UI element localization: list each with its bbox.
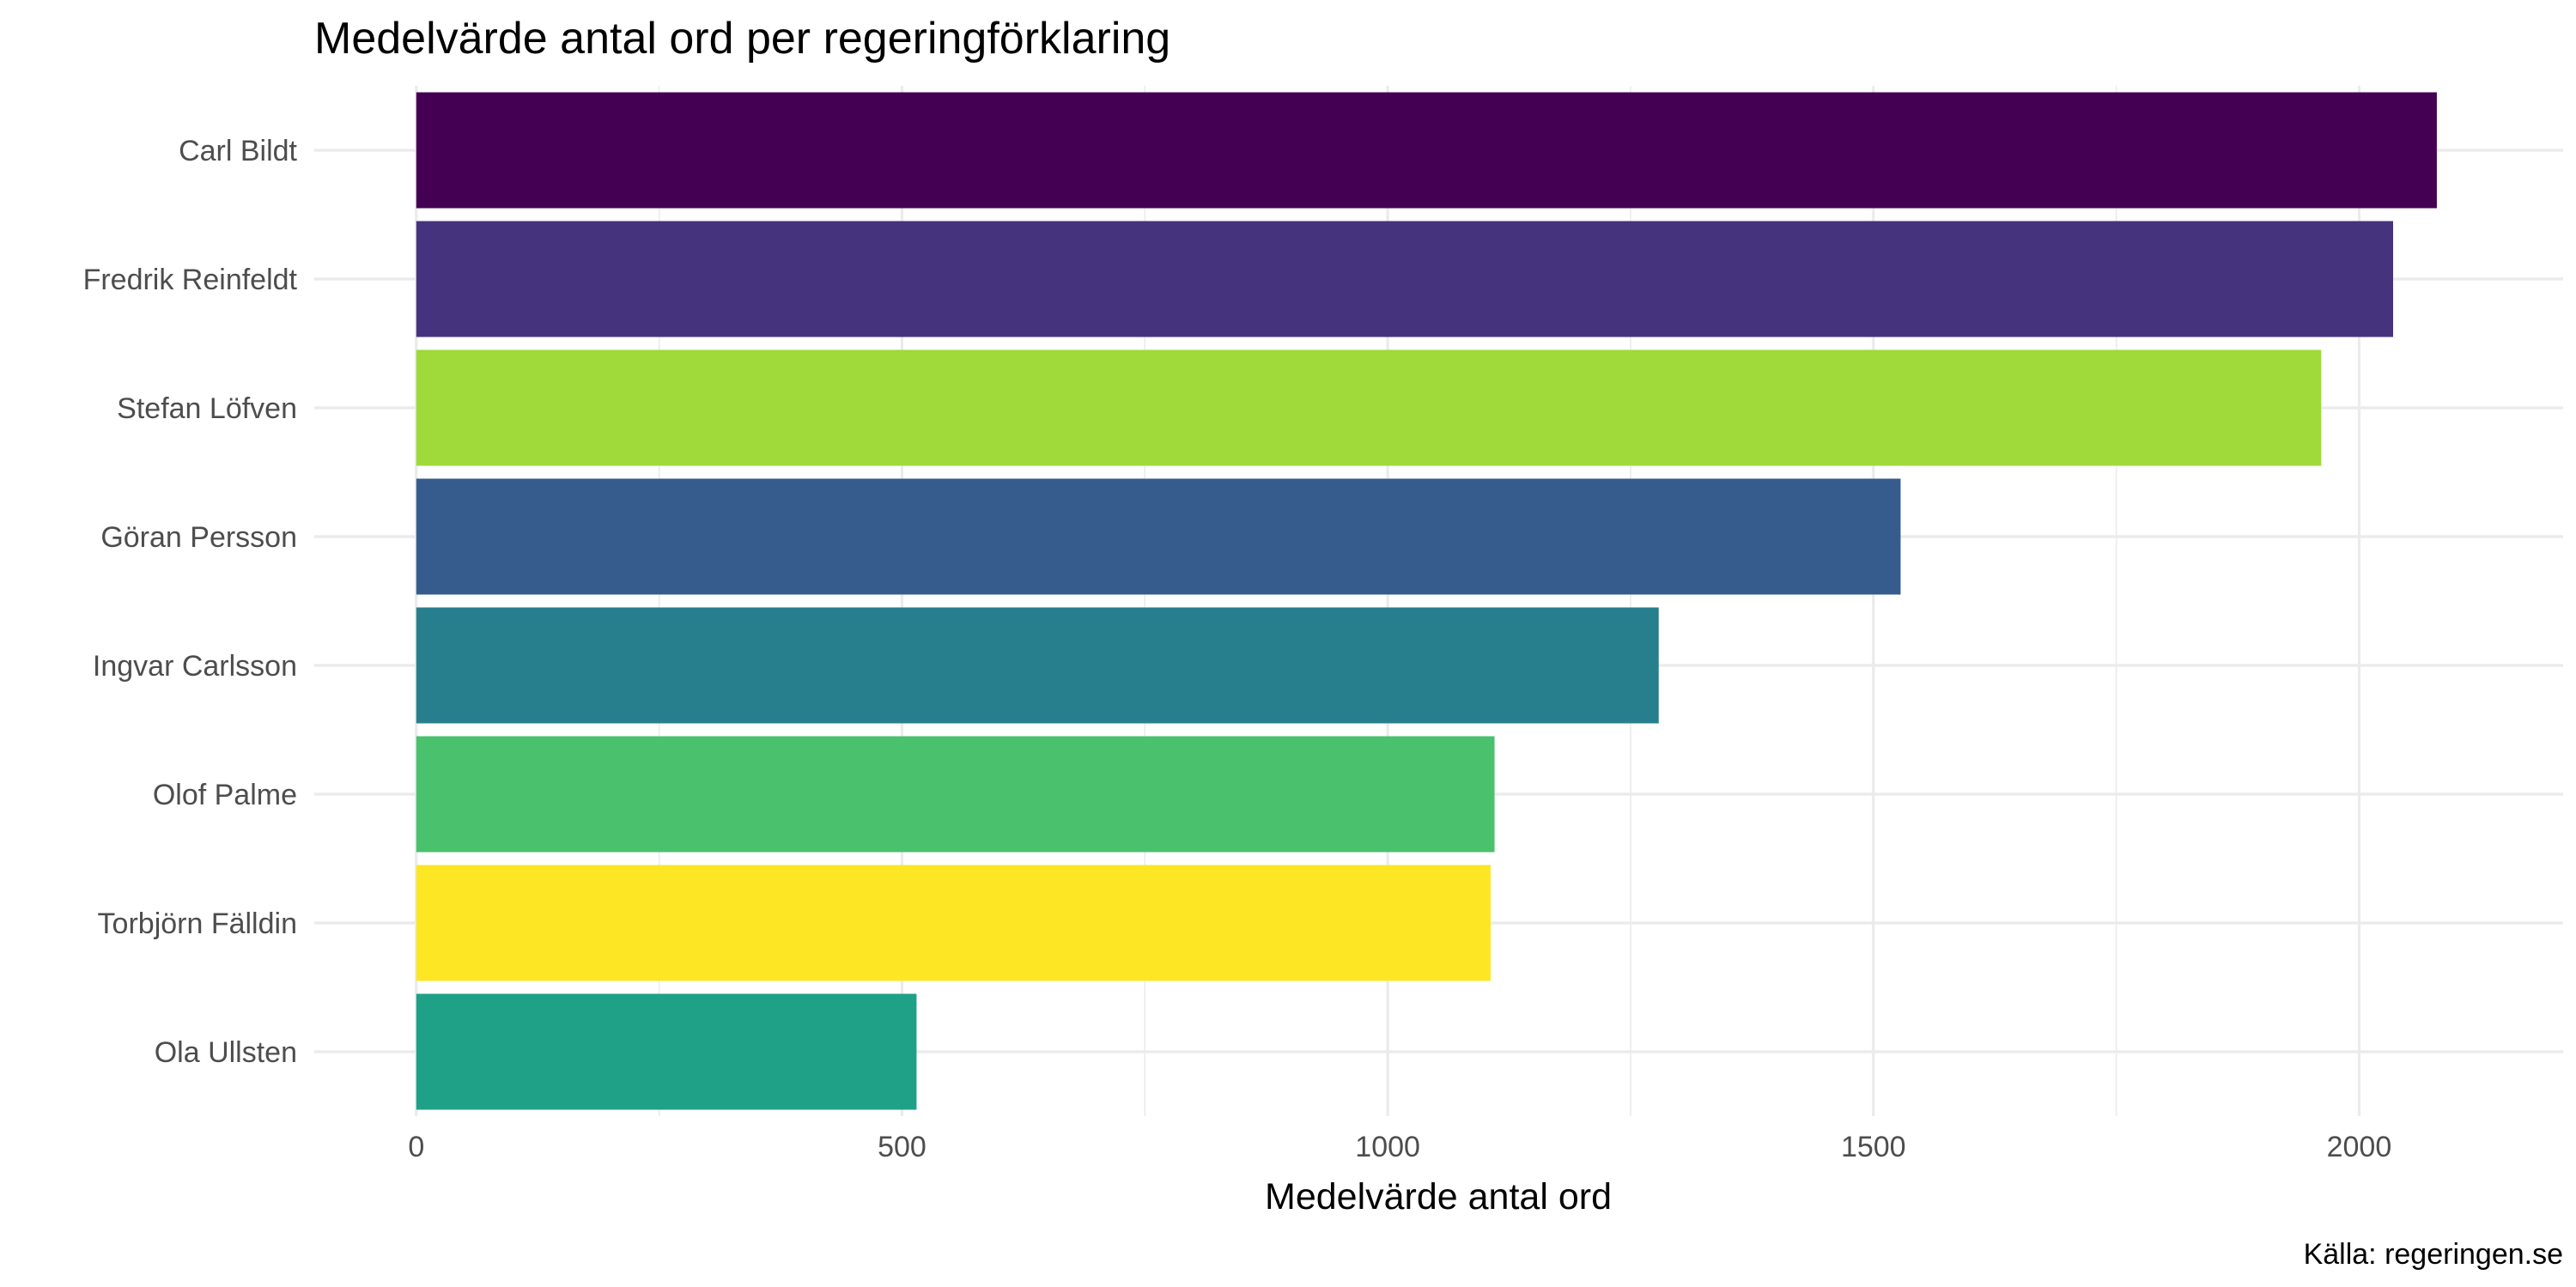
bar [416, 607, 1659, 724]
x-axis-title: Medelvärde antal ord [1265, 1176, 1612, 1217]
bar [416, 993, 917, 1110]
bar [416, 349, 2322, 466]
x-tick-label: 1000 [1355, 1131, 1420, 1163]
chart-title: Medelvärde antal ord per regeringförklar… [314, 14, 1170, 64]
y-tick-label: Fredrik Reinfeldt [83, 264, 298, 296]
x-tick-label: 500 [878, 1131, 927, 1163]
y-tick-label: Carl Bildt [179, 135, 297, 167]
y-axis-labels: Carl Bildt Fredrik Reinfeldt Stefan Löfven… [83, 135, 298, 1069]
bar [416, 92, 2437, 209]
y-tick-label: Olof Palme [153, 779, 297, 811]
y-tick-label: Torbjörn Fälldin [98, 908, 297, 940]
x-tick-label: 0 [408, 1131, 424, 1163]
bar [416, 221, 2394, 337]
bars [416, 92, 2437, 1110]
source-caption: Källa: regeringen.se [2304, 1238, 2563, 1271]
y-tick-label: Ola Ullsten [155, 1036, 297, 1069]
y-tick-label: Ingvar Carlsson [93, 650, 297, 683]
bar [416, 478, 1901, 595]
bar [416, 736, 1495, 853]
y-tick-label: Stefan Löfven [117, 392, 297, 425]
y-tick-label: Göran Persson [100, 521, 297, 554]
x-axis-ticks: 0 500 1000 1500 2000 [408, 1131, 2391, 1163]
x-tick-label: 2000 [2327, 1131, 2392, 1163]
bar [416, 865, 1492, 981]
x-tick-label: 1500 [1841, 1131, 1906, 1163]
